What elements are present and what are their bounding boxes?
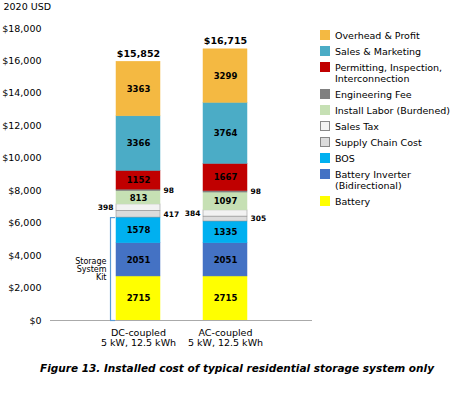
html-text:BOS: BOS bbox=[335, 153, 355, 164]
svg-text:$6,000: $6,000 bbox=[8, 217, 41, 228]
svg-text:98: 98 bbox=[164, 186, 174, 195]
svg-text:417: 417 bbox=[164, 210, 180, 219]
svg-text:2051: 2051 bbox=[214, 255, 238, 265]
svg-text:3299: 3299 bbox=[214, 71, 238, 81]
svg-text:$10,000: $10,000 bbox=[2, 152, 41, 163]
svg-text:2020 USD: 2020 USD bbox=[4, 1, 52, 12]
svg-text:$8,000: $8,000 bbox=[8, 185, 41, 196]
svg-text:1578: 1578 bbox=[127, 225, 151, 235]
svg-text:$16,000: $16,000 bbox=[2, 55, 41, 66]
svg-text:2715: 2715 bbox=[127, 293, 151, 303]
html-text:Install Labor (Burdened): Install Labor (Burdened) bbox=[335, 105, 450, 116]
svg-text:98: 98 bbox=[251, 187, 261, 196]
svg-text:384: 384 bbox=[185, 209, 201, 218]
svg-text:398: 398 bbox=[98, 203, 114, 212]
svg-text:1152: 1152 bbox=[127, 175, 151, 185]
svg-text:AC-coupled5 kW, 12.5 kWh: AC-coupled5 kW, 12.5 kWh bbox=[188, 327, 263, 348]
svg-text:3366: 3366 bbox=[127, 138, 151, 148]
html-text:Sales & Marketing: Sales & Marketing bbox=[335, 46, 422, 57]
svg-text:$2,000: $2,000 bbox=[8, 282, 41, 293]
svg-text:$14,000: $14,000 bbox=[2, 87, 41, 98]
svg-text:DC-coupled5 kW, 12.5 kWh: DC-coupled5 kW, 12.5 kWh bbox=[101, 327, 176, 348]
svg-text:3764: 3764 bbox=[214, 128, 238, 138]
svg-text:305: 305 bbox=[251, 214, 267, 223]
svg-text:$18,000: $18,000 bbox=[2, 23, 41, 34]
svg-text:$15,852: $15,852 bbox=[117, 48, 160, 59]
svg-text:3363: 3363 bbox=[127, 84, 151, 94]
html-text:Battery: Battery bbox=[335, 196, 371, 207]
svg-text:$16,715: $16,715 bbox=[204, 35, 247, 46]
svg-text:1335: 1335 bbox=[214, 227, 238, 237]
svg-text:813: 813 bbox=[130, 192, 148, 202]
svg-text:2051: 2051 bbox=[127, 255, 151, 265]
svg-text:2715: 2715 bbox=[214, 293, 238, 303]
html-text:Battery Inverter (Bidirectiona: Battery Inverter (Bidirectional) bbox=[335, 169, 411, 191]
svg-text:1667: 1667 bbox=[214, 172, 238, 182]
html-text:Permitting, Inspection, Interc: Permitting, Inspection, Interconnection bbox=[335, 62, 443, 84]
svg-text:$0: $0 bbox=[29, 315, 41, 326]
html-text:Figure 13. Installed cost of t: Figure 13. Installed cost of typical res… bbox=[40, 362, 434, 374]
svg-text:StorageSystemKit: StorageSystemKit bbox=[75, 257, 107, 282]
html-text:Engineering Fee: Engineering Fee bbox=[335, 89, 412, 100]
svg-text:1097: 1097 bbox=[214, 196, 238, 206]
html-text:Supply Chain Cost: Supply Chain Cost bbox=[335, 137, 422, 148]
html-text:Sales Tax: Sales Tax bbox=[335, 121, 379, 132]
html-text:Overhead & Profit: Overhead & Profit bbox=[335, 30, 420, 41]
svg-text:$12,000: $12,000 bbox=[2, 120, 41, 131]
svg-text:$4,000: $4,000 bbox=[8, 250, 41, 261]
